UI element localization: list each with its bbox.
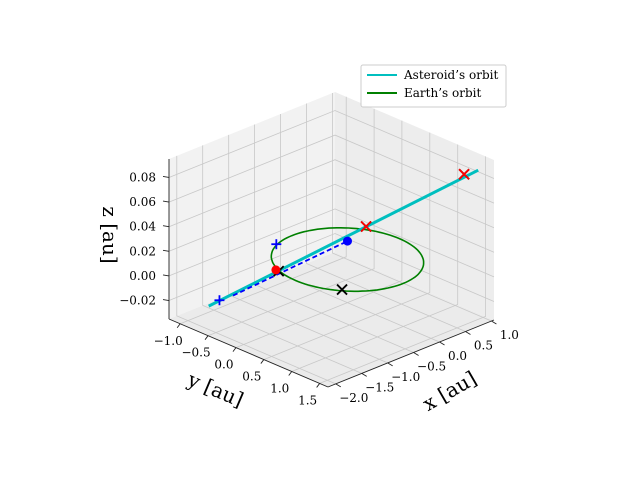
y-tick-label: 0.5 [474, 339, 493, 353]
y-grid-line [331, 93, 492, 322]
x-marker [360, 220, 372, 233]
y-tick-mark [387, 362, 393, 367]
floor-pane [169, 252, 494, 387]
x-tick-label: 1.0 [270, 381, 289, 395]
dot-marker [342, 236, 352, 246]
plus-marker [214, 295, 225, 306]
legend-box [360, 64, 507, 108]
tick-labels: −1.0−0.50.00.51.01.51.00.50.0−0.5−1.0−1.… [119, 170, 519, 407]
asteroid-orbit-line [208, 168, 479, 308]
z-grid-line [168, 233, 495, 302]
y-tick-label: 1.0 [500, 328, 519, 342]
z-axis-label: z [au] [98, 206, 122, 263]
dashed-trajectory-line [232, 240, 348, 297]
z-tick-label: 0.00 [129, 269, 156, 283]
x-tick-label: −1.0 [154, 334, 183, 348]
z-tick-mark [162, 225, 170, 228]
x-tick-mark [204, 335, 209, 340]
y-tick-mark [465, 331, 471, 335]
x-marker [336, 283, 348, 296]
earth-orbit-line [270, 227, 425, 293]
y-grid-line [202, 145, 362, 374]
x-tick-mark [316, 383, 320, 388]
z-grid-line [168, 134, 495, 204]
y-tick-mark [413, 352, 419, 356]
x-tick-mark [176, 323, 181, 329]
y-tick-label: −1.5 [365, 380, 394, 394]
z-grid-line [168, 159, 495, 229]
data-layer [208, 168, 479, 308]
x-axis-line [168, 318, 329, 388]
x-grid-line [180, 96, 347, 325]
y-axis-label: y [au] [183, 367, 247, 412]
x-tick-label: 1.5 [298, 393, 317, 407]
x-marker-stroke [458, 168, 470, 180]
x-tick-mark [232, 347, 237, 352]
z-grid-line [168, 110, 495, 179]
z-tick-label: 0.04 [129, 220, 156, 234]
dot-marker [271, 265, 281, 275]
y-grid-line [306, 103, 466, 332]
x-axis-label: x [au] [418, 366, 480, 416]
x-grid-line [291, 144, 459, 372]
y-tick-mark [491, 320, 497, 325]
x-tick-label: 0.5 [242, 370, 261, 384]
z-grid-line [168, 183, 495, 253]
x-tick-mark [288, 371, 293, 376]
z-tick-mark [162, 249, 170, 252]
x-grid-line [207, 108, 375, 337]
z-tick-label: 0.08 [129, 170, 156, 184]
back-pane [335, 92, 494, 320]
x-grid-line [319, 156, 487, 384]
x-grid-line [235, 120, 403, 348]
x-tick-label: 0.0 [214, 358, 233, 372]
y-tick-label: −1.0 [391, 370, 420, 384]
z-tick-mark [162, 200, 170, 203]
y-tick-mark [361, 373, 367, 377]
x-tick-mark [260, 359, 265, 364]
z-tick-label: 0.06 [129, 195, 156, 209]
x-marker [458, 168, 470, 180]
x-grid-line [263, 132, 431, 360]
x-tick-label: −0.5 [181, 346, 210, 360]
z-tick-mark [162, 274, 170, 277]
z-tick-label: 0.02 [129, 244, 156, 258]
legend-label-asteroid: Asteroid’s orbit [403, 68, 498, 82]
y-tick-label: −0.5 [417, 359, 446, 373]
x-marker-stroke [336, 283, 348, 296]
y-tick-label: −2.0 [339, 391, 368, 405]
z-tick-label: −0.02 [119, 294, 156, 308]
axis-lines [168, 159, 495, 388]
x-marker-stroke [360, 220, 372, 233]
legend-label-earth: Earth’s orbit [404, 86, 481, 100]
legend: Asteroid’s orbit Earth’s orbit [360, 64, 507, 108]
y-tick-label: 0.0 [448, 349, 467, 363]
z-tick-mark [162, 299, 170, 301]
y-tick-mark [439, 341, 445, 346]
y-axis-line [327, 319, 495, 388]
y-tick-mark [335, 383, 342, 388]
plus-marker [271, 239, 282, 250]
z-grid-line [168, 208, 495, 278]
y-grid-line [176, 155, 336, 385]
z-tick-mark [162, 176, 170, 178]
